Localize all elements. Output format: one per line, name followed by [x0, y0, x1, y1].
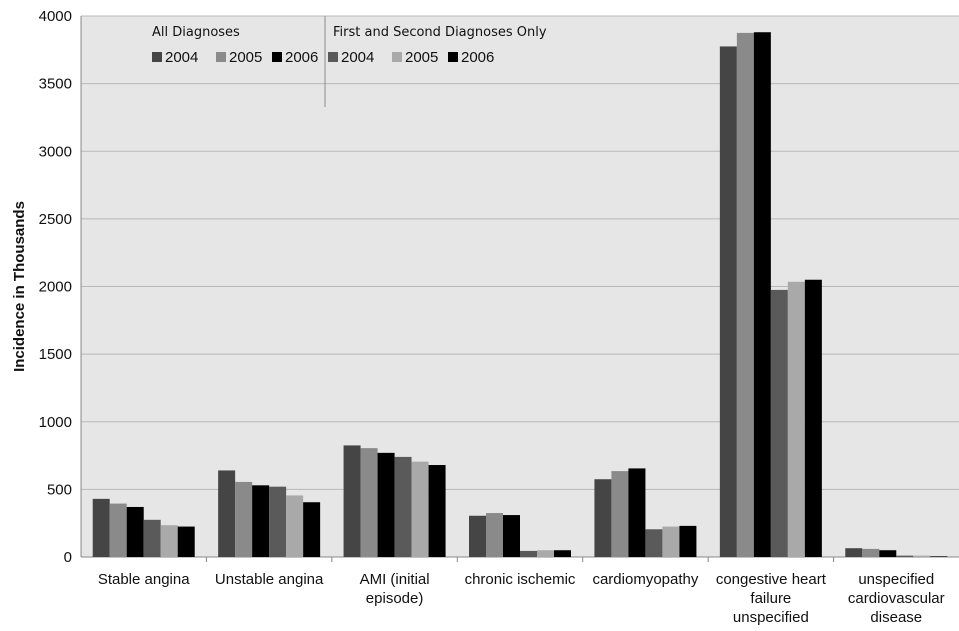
bar [554, 550, 571, 557]
bar [377, 452, 395, 557]
bar [611, 471, 629, 557]
legend-title: All Diagnoses [152, 25, 240, 40]
bar [719, 46, 737, 558]
bar [503, 515, 520, 557]
legend-label: 2006 [285, 49, 318, 66]
bar [469, 515, 486, 557]
x-tick-label: AMI (initial [360, 571, 430, 588]
bar [787, 281, 805, 557]
bar [679, 525, 697, 557]
x-tick-label: chronic ischemic [465, 571, 576, 588]
y-tick-label: 2500 [39, 211, 72, 228]
bar [628, 468, 646, 557]
bar [845, 548, 863, 557]
x-tick-label: failure [750, 590, 791, 607]
y-tick-label: 4000 [39, 8, 72, 25]
bar [143, 519, 161, 557]
bar [252, 485, 270, 557]
legend-swatch [392, 52, 402, 62]
x-tick-label: episode) [366, 590, 424, 607]
x-tick-label: unspecified [733, 609, 809, 626]
bar [804, 279, 822, 557]
bar [662, 526, 680, 557]
legend-label: 2005 [405, 49, 438, 66]
legend-label: 2006 [461, 49, 494, 66]
bar [913, 555, 931, 557]
bar [770, 289, 788, 557]
bar [218, 470, 236, 557]
x-tick-label: congestive heart [716, 571, 827, 588]
bar [343, 445, 361, 557]
bar [896, 555, 914, 557]
legend-label: 2005 [229, 49, 262, 66]
y-tick-label: 0 [64, 549, 72, 566]
bar [645, 529, 663, 557]
legend-swatch [448, 52, 458, 62]
bar [753, 32, 771, 558]
x-tick-label: unspecified [858, 571, 934, 588]
bar [411, 461, 429, 557]
y-tick-label: 3000 [39, 143, 72, 160]
bar [177, 526, 195, 557]
legend-swatch [272, 52, 282, 62]
bar [428, 465, 446, 557]
x-tick-label: Stable angina [98, 571, 190, 588]
bar [486, 513, 503, 557]
bar [92, 498, 110, 557]
y-tick-label: 1000 [39, 414, 72, 431]
x-tick-label: cardiomyopathy [592, 571, 698, 588]
bar [520, 550, 537, 557]
x-tick-label: Unstable angina [215, 571, 324, 588]
bar [930, 556, 948, 557]
bar [303, 502, 321, 557]
bar [109, 503, 127, 557]
y-tick-label: 2000 [39, 279, 72, 296]
bar [394, 456, 412, 557]
bar [235, 481, 253, 557]
legend-swatch [328, 52, 338, 62]
bar [269, 486, 287, 557]
legend-label: 2004 [165, 49, 198, 66]
legend-label: 2004 [341, 49, 374, 66]
bar [879, 550, 897, 557]
bar [537, 550, 554, 557]
bar [126, 506, 144, 557]
x-tick-label: disease [870, 609, 922, 626]
legend-swatch [152, 52, 162, 62]
bar [862, 548, 880, 557]
bar [286, 495, 304, 557]
y-tick-label: 1500 [39, 346, 72, 363]
y-tick-label: 500 [47, 481, 72, 498]
bar [160, 525, 178, 557]
legend-swatch [216, 52, 226, 62]
bar [594, 479, 612, 557]
legend-title: First and Second Diagnoses Only [333, 25, 547, 40]
y-axis-label: Incidence in Thousands [11, 201, 28, 372]
x-tick-label: cardiovascular [848, 590, 945, 607]
bar [360, 448, 378, 557]
y-tick-label: 3500 [39, 76, 72, 93]
bar [736, 32, 754, 557]
